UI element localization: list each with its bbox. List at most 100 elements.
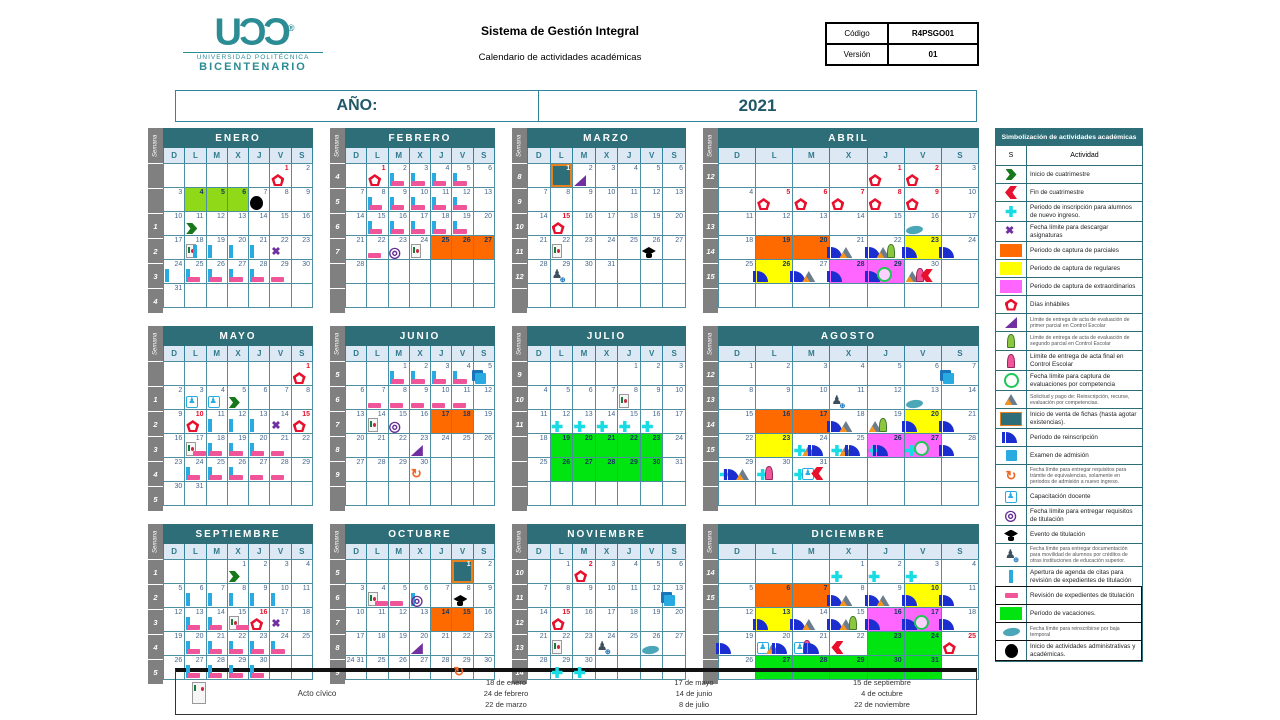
day-cell[interactable] (270, 284, 292, 308)
day-cell[interactable]: 18 (618, 212, 641, 236)
day-cell[interactable]: 16 (640, 410, 664, 434)
day-cell[interactable]: 18 (938, 608, 979, 632)
day-cell[interactable]: 1 (867, 164, 905, 188)
day-cell[interactable]: 25 (719, 260, 757, 284)
day-cell[interactable]: 27 (790, 260, 831, 284)
day-cell[interactable]: 12 (164, 608, 186, 632)
day-cell[interactable]: 22 (550, 632, 574, 656)
day-cell[interactable]: 27 (249, 458, 271, 482)
day-cell[interactable]: 11 (719, 212, 757, 236)
day-cell[interactable]: 16 (388, 212, 410, 236)
day-cell[interactable] (756, 482, 794, 506)
day-cell[interactable]: 12 (719, 608, 757, 632)
day-cell[interactable]: 7 (270, 386, 292, 410)
day-cell[interactable]: 30 (573, 260, 596, 284)
day-cell[interactable]: 8 (719, 386, 757, 410)
day-cell[interactable] (185, 362, 207, 386)
day-cell[interactable] (431, 458, 453, 482)
day-cell[interactable]: 6 (756, 584, 794, 608)
day-cell[interactable] (941, 458, 979, 482)
day-cell[interactable]: 8 (867, 188, 905, 212)
day-cell[interactable]: 7 (367, 386, 389, 410)
day-cell[interactable]: 16 (756, 410, 794, 434)
day-cell[interactable]: 12 (550, 410, 574, 434)
day-cell[interactable]: 25 (452, 434, 474, 458)
day-cell[interactable]: 19 (388, 632, 410, 656)
day-cell[interactable]: 5 (388, 584, 410, 608)
day-cell[interactable] (904, 482, 942, 506)
day-cell[interactable]: 19 (867, 410, 905, 434)
day-cell[interactable]: 13 (249, 410, 271, 434)
day-cell[interactable]: 13 (409, 608, 432, 632)
day-cell[interactable]: 29 (388, 458, 410, 482)
day-cell[interactable]: 31 (595, 260, 619, 284)
day-cell[interactable]: 21 (206, 632, 228, 656)
day-cell[interactable]: 21 (346, 236, 368, 260)
day-cell[interactable]: 3 (663, 362, 686, 386)
day-cell[interactable] (367, 560, 389, 584)
day-cell[interactable]: 26 (473, 434, 495, 458)
day-cell[interactable]: 25 (618, 236, 641, 260)
day-cell[interactable] (573, 482, 596, 506)
day-cell[interactable]: 2 (249, 560, 271, 584)
day-cell[interactable] (249, 164, 271, 188)
day-cell[interactable]: 7 (206, 584, 228, 608)
day-cell[interactable]: 4 (719, 188, 757, 212)
day-cell[interactable]: 22 (227, 632, 250, 656)
day-cell[interactable]: 24 (164, 260, 186, 284)
day-cell[interactable]: 8 (550, 188, 574, 212)
day-cell[interactable]: 26 (206, 260, 228, 284)
day-cell[interactable] (904, 458, 942, 482)
day-cell[interactable]: 16 (904, 212, 942, 236)
day-cell[interactable]: 23 (249, 632, 271, 656)
day-cell[interactable] (431, 560, 453, 584)
day-cell[interactable]: 15 (388, 410, 410, 435)
day-cell[interactable]: 10 (595, 584, 619, 608)
day-cell[interactable]: 14 (206, 608, 228, 632)
day-cell[interactable]: 31 (164, 284, 186, 308)
day-cell[interactable] (367, 284, 389, 308)
year-value[interactable]: 2021 (738, 96, 777, 115)
day-cell[interactable] (473, 482, 495, 506)
day-cell[interactable]: 1 (270, 164, 292, 188)
day-cell[interactable]: 22 (864, 236, 905, 260)
day-cell[interactable]: 28 (938, 434, 979, 458)
day-cell[interactable]: 13 (185, 608, 207, 632)
day-cell[interactable] (640, 482, 664, 506)
day-cell[interactable]: 7 (793, 584, 831, 608)
day-cell[interactable]: 17 (595, 212, 619, 236)
day-cell[interactable]: 28 (346, 260, 368, 284)
day-cell[interactable] (431, 482, 453, 506)
day-cell[interactable] (528, 284, 551, 308)
day-cell[interactable] (367, 482, 389, 506)
day-cell[interactable]: 4 (367, 584, 389, 608)
day-cell[interactable]: 20 (756, 632, 794, 656)
day-cell[interactable]: 5 (206, 188, 228, 212)
day-cell[interactable] (388, 284, 410, 308)
day-cell[interactable]: 11 (618, 188, 641, 212)
day-cell[interactable]: 5 (452, 164, 474, 188)
day-cell[interactable]: 8 (367, 188, 389, 212)
day-cell[interactable]: 10 (431, 386, 453, 410)
day-cell[interactable]: 16 (409, 410, 432, 434)
day-cell[interactable]: 8 (618, 386, 641, 410)
day-cell[interactable] (227, 482, 250, 506)
day-cell[interactable] (227, 284, 250, 308)
day-cell[interactable]: 2 (867, 560, 905, 584)
day-cell[interactable]: 26 (753, 260, 794, 284)
day-cell[interactable]: 12 (640, 188, 664, 212)
day-cell[interactable]: 14 (367, 410, 389, 434)
day-cell[interactable]: 26 (452, 236, 474, 260)
day-cell[interactable]: 25 (528, 458, 551, 482)
day-cell[interactable]: 7 (346, 188, 368, 212)
day-cell[interactable] (941, 260, 979, 284)
day-cell[interactable] (528, 482, 551, 506)
day-cell[interactable]: 14 (528, 608, 551, 632)
day-cell[interactable]: 29 (550, 260, 574, 284)
day-cell[interactable] (409, 260, 432, 284)
day-cell[interactable]: 15 (719, 410, 757, 434)
day-cell[interactable]: 19 (550, 434, 574, 458)
day-cell[interactable]: 20 (663, 608, 686, 632)
day-cell[interactable]: 23 (640, 434, 664, 458)
day-cell[interactable]: 9 (640, 386, 664, 410)
